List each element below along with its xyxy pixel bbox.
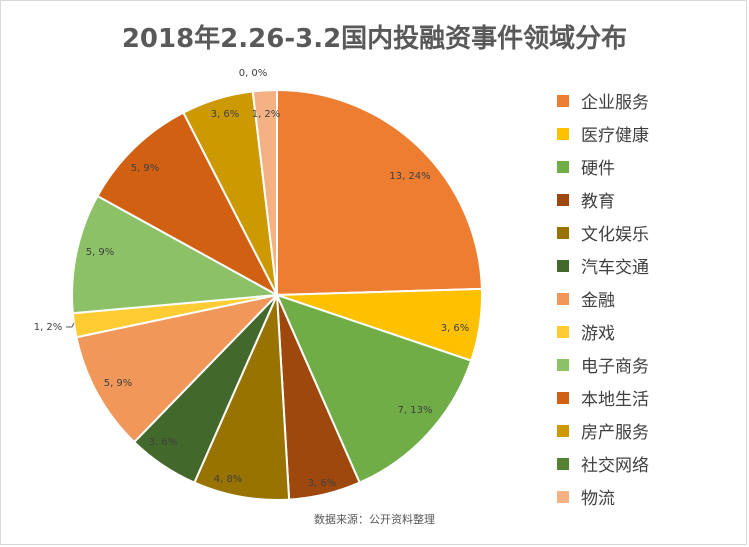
- legend-label: 金融: [581, 291, 615, 311]
- legend-label: 文化娱乐: [581, 225, 649, 245]
- legend-item-6: 金融: [557, 282, 737, 315]
- data-label-11: 0, 0%: [239, 68, 268, 79]
- data-label-1: 3, 6%: [441, 323, 470, 334]
- legend-swatch: [557, 127, 569, 140]
- legend-label: 电子商务: [581, 357, 649, 377]
- legend-label: 物流: [581, 489, 615, 509]
- legend-label: 医疗健康: [581, 126, 649, 146]
- legend-swatch: [557, 358, 569, 371]
- legend-label: 本地生活: [581, 390, 649, 410]
- legend-swatch: [557, 193, 569, 206]
- legend-label: 游戏: [581, 324, 615, 344]
- legend-item-10: 房产服务: [557, 414, 737, 447]
- legend-swatch: [557, 325, 569, 338]
- chart-title: 2018年2.26-3.2国内投融资事件领域分布: [121, 24, 628, 54]
- legend-label: 企业服务: [581, 93, 649, 113]
- legend-swatch: [557, 457, 569, 470]
- source-note: 数据来源：公开资料整理: [314, 513, 435, 526]
- chart-legend: 企业服务医疗健康硬件教育文化娱乐汽车交通金融游戏电子商务本地生活房产服务社交网络…: [557, 84, 737, 513]
- data-label-2: 7, 13%: [398, 405, 433, 416]
- pie-slice-8: [71, 194, 281, 315]
- legend-item-12: 物流: [557, 480, 737, 513]
- legend-item-11: 社交网络: [557, 447, 737, 480]
- data-label-7: 1, 2%: [34, 322, 63, 333]
- legend-label: 教育: [581, 192, 615, 212]
- legend-label: 房产服务: [581, 423, 649, 443]
- pie-slice-9: [96, 111, 280, 298]
- legend-item-8: 电子商务: [557, 348, 737, 381]
- legend-item-7: 游戏: [557, 315, 737, 348]
- pie-slice-6: [75, 293, 280, 444]
- legend-swatch: [557, 490, 569, 503]
- legend-swatch: [557, 424, 569, 437]
- data-label-5: 3, 6%: [149, 437, 178, 448]
- legend-label: 社交网络: [581, 456, 649, 476]
- data-label-10: 3, 6%: [211, 109, 240, 120]
- legend-item-1: 医疗健康: [557, 117, 737, 150]
- pie-slice-2: [275, 293, 473, 484]
- legend-item-2: 硬件: [557, 150, 737, 183]
- legend-label: 硬件: [581, 159, 615, 179]
- legend-swatch: [557, 292, 569, 305]
- data-label-3: 3, 6%: [308, 478, 337, 489]
- leader-line: [66, 322, 75, 328]
- legend-label: 汽车交通: [581, 258, 649, 278]
- data-label-4: 4, 8%: [214, 474, 243, 485]
- legend-swatch: [557, 226, 569, 239]
- legend-item-5: 汽车交通: [557, 249, 737, 282]
- data-label-12: 1, 2%: [252, 109, 281, 120]
- pie-slice-0: [276, 88, 483, 297]
- legend-swatch: [557, 160, 569, 173]
- pie-slice-4: [193, 294, 291, 501]
- legend-swatch: [557, 259, 569, 272]
- data-label-6: 5, 9%: [104, 378, 133, 389]
- legend-item-4: 文化娱乐: [557, 216, 737, 249]
- legend-swatch: [557, 391, 569, 404]
- pie-slice-12: [251, 88, 278, 296]
- legend-item-9: 本地生活: [557, 381, 737, 414]
- data-label-0: 13, 24%: [389, 171, 430, 182]
- legend-swatch: [557, 94, 569, 107]
- legend-item-0: 企业服务: [557, 84, 737, 117]
- data-label-9: 5, 9%: [131, 163, 160, 174]
- legend-item-3: 教育: [557, 183, 737, 216]
- data-label-8: 5, 9%: [86, 247, 115, 258]
